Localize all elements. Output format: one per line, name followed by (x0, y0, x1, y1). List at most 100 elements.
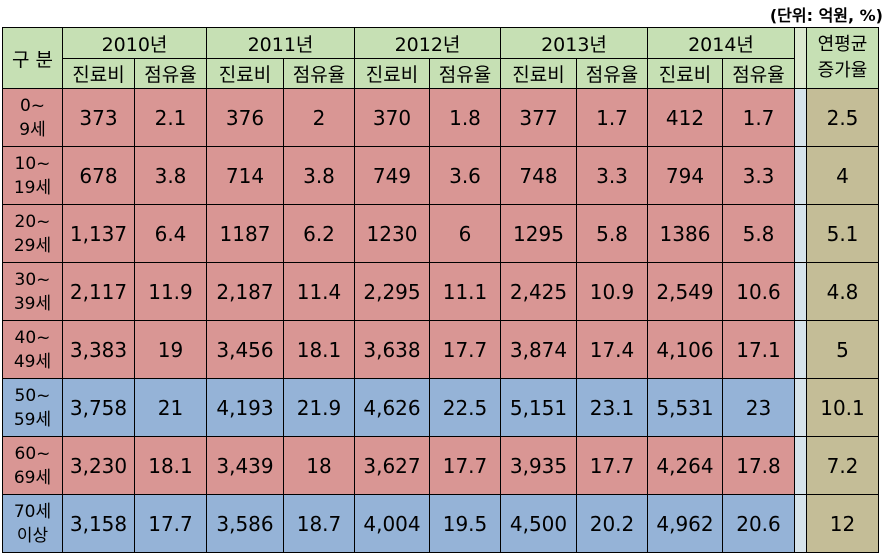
share-cell: 6 (429, 204, 501, 263)
cost-cell: 3,456 (206, 320, 284, 379)
table-row: 70세 이상 3,158 17.7 3,586 18.7 4,004 19.5 4,500 20.… (2, 494, 879, 553)
share-cell: 21 (134, 378, 207, 437)
cost-cell: 3,935 (500, 436, 577, 495)
year-header: 2014년 (647, 27, 795, 59)
share-cell: 21.9 (283, 378, 355, 437)
age-group-label-line2: 29세 (13, 235, 52, 256)
cost-cell: 3,158 (62, 494, 135, 553)
cost-cell: 3,758 (62, 378, 135, 437)
cost-cell: 4,264 (647, 436, 723, 495)
spacer-cell (794, 378, 807, 437)
cost-cell: 1386 (647, 204, 723, 263)
cost-cell: 748 (500, 146, 577, 205)
share-cell: 1.7 (722, 88, 795, 147)
share-cell: 1.7 (576, 88, 648, 147)
table-row: 50~ 59세 3,758 21 4,193 21.9 4,626 22.5 5,151 23.1… (2, 378, 879, 437)
age-group-label-line1: 30~ (14, 269, 51, 290)
cost-cell: 2,295 (354, 262, 430, 321)
share-cell: 1.8 (429, 88, 501, 147)
avg-growth-cell: 4 (806, 146, 879, 205)
share-cell: 11.4 (283, 262, 355, 321)
share-cell: 6.4 (134, 204, 207, 263)
year-header: 2012년 (354, 27, 501, 59)
cost-cell: 2,187 (206, 262, 284, 321)
share-cell: 11.9 (134, 262, 207, 321)
share-cell: 6.2 (283, 204, 355, 263)
share-cell: 5.8 (722, 204, 795, 263)
unit-note: (단위: 억원, %) (769, 6, 883, 25)
age-group-label-line2: 이상 (16, 525, 49, 546)
avg-growth-cell: 4.8 (806, 262, 879, 321)
share-header: 점유율 (576, 58, 648, 89)
spacer-cell (794, 204, 807, 263)
share-cell: 17.7 (134, 494, 207, 553)
share-header: 점유율 (722, 58, 795, 89)
share-cell: 22.5 (429, 378, 501, 437)
age-group-label-line2: 39세 (13, 293, 52, 314)
age-group-label: 40~ 49세 (2, 320, 63, 379)
cost-cell: 3,383 (62, 320, 135, 379)
share-cell: 3.8 (134, 146, 207, 205)
share-cell: 17.7 (429, 320, 501, 379)
share-cell: 18.7 (283, 494, 355, 553)
cost-cell: 373 (62, 88, 135, 147)
share-cell: 17.4 (576, 320, 648, 379)
cost-cell: 3,874 (500, 320, 577, 379)
cost-cell: 370 (354, 88, 430, 147)
share-cell: 3.3 (576, 146, 648, 205)
cost-cell: 4,626 (354, 378, 430, 437)
age-group-label-line1: 40~ (14, 327, 51, 348)
share-cell: 23 (722, 378, 795, 437)
share-cell: 3.6 (429, 146, 501, 205)
cost-cell: 4,500 (500, 494, 577, 553)
age-group-label-line2: 69세 (13, 467, 52, 488)
age-group-label-line2: 19세 (13, 177, 52, 198)
cost-cell: 376 (206, 88, 284, 147)
share-cell: 20.2 (576, 494, 648, 553)
table-row: 0~ 9세 373 2.1 376 2 370 1.8 377 1.7 412 1.7 2.5 (2, 88, 879, 147)
share-cell: 19 (134, 320, 207, 379)
avg-growth-cell: 5 (806, 320, 879, 379)
table-row: 60~ 69세 3,230 18.1 3,439 18 3,627 17.7 3,935 17.7… (2, 436, 879, 495)
cost-cell: 4,004 (354, 494, 430, 553)
share-cell: 17.1 (722, 320, 795, 379)
cost-header: 진료비 (62, 58, 135, 89)
cost-cell: 412 (647, 88, 723, 147)
avg-growth-header-line2: 증가율 (817, 60, 868, 81)
share-cell: 17.8 (722, 436, 795, 495)
share-cell: 20.6 (722, 494, 795, 553)
age-group-label-line1: 20~ (14, 211, 51, 232)
cost-cell: 1230 (354, 204, 430, 263)
table-row: 10~ 19세 678 3.8 714 3.8 749 3.6 748 3.3 794 3.3 4 (2, 146, 879, 205)
spacer-cell (794, 88, 807, 147)
cost-header: 진료비 (206, 58, 284, 89)
cost-cell: 1187 (206, 204, 284, 263)
spacer-cell (794, 262, 807, 321)
cost-cell: 2,117 (62, 262, 135, 321)
medical-cost-table: 구 분 2010년 2011년 2012년 2013년 2014년 연평균 증가… (2, 27, 879, 553)
cost-cell: 4,962 (647, 494, 723, 553)
share-cell: 18.1 (283, 320, 355, 379)
share-cell: 3.3 (722, 146, 795, 205)
share-header: 점유율 (283, 58, 355, 89)
cost-cell: 2,425 (500, 262, 577, 321)
avg-growth-cell: 5.1 (806, 204, 879, 263)
cost-cell: 377 (500, 88, 577, 147)
avg-growth-cell: 2.5 (806, 88, 879, 147)
age-group-label-line1: 10~ (14, 153, 51, 174)
table-row: 40~ 49세 3,383 19 3,456 18.1 3,638 17.7 3,874 17.4… (2, 320, 879, 379)
share-header: 점유율 (134, 58, 207, 89)
table-row: 30~ 39세 2,117 11.9 2,187 11.4 2,295 11.1 2,425 10… (2, 262, 879, 321)
cost-header: 진료비 (647, 58, 723, 89)
share-cell: 17.7 (429, 436, 501, 495)
cost-cell: 678 (62, 146, 135, 205)
share-cell: 18 (283, 436, 355, 495)
age-group-label-line1: 50~ (14, 385, 51, 406)
spacer-cell (794, 320, 807, 379)
year-header: 2013년 (500, 27, 648, 59)
spacer-cell (794, 146, 807, 205)
share-cell: 18.1 (134, 436, 207, 495)
cost-cell: 2,549 (647, 262, 723, 321)
share-cell: 2.1 (134, 88, 207, 147)
spacer-cell (794, 494, 807, 553)
